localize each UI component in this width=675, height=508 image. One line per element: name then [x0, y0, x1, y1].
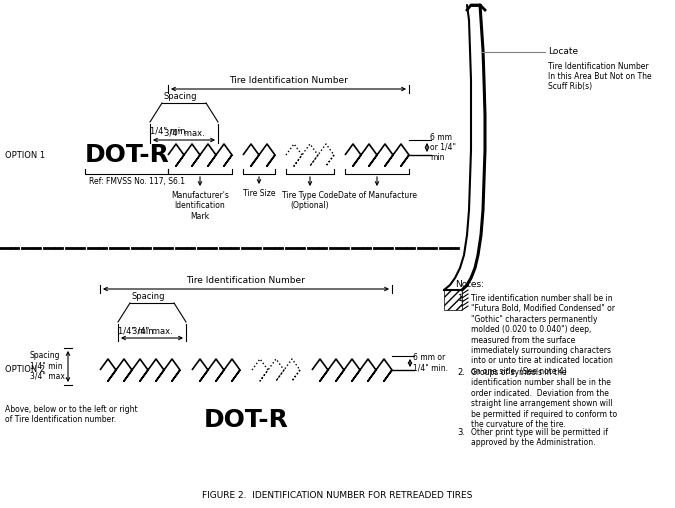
Text: In this Area But Not on The: In this Area But Not on The: [548, 72, 651, 81]
Text: Tire Identification Number: Tire Identification Number: [548, 62, 649, 71]
Text: 1.: 1.: [457, 294, 465, 303]
Text: Scuff Rib(s): Scuff Rib(s): [548, 82, 592, 91]
Text: DOT-R: DOT-R: [85, 143, 170, 167]
Text: FIGURE 2.  IDENTIFICATION NUMBER FOR RETREADED TIRES: FIGURE 2. IDENTIFICATION NUMBER FOR RETR…: [202, 491, 472, 499]
Text: Tire Identification Number: Tire Identification Number: [186, 276, 305, 285]
Text: 1/4" min.: 1/4" min.: [118, 327, 156, 336]
Text: 3.: 3.: [457, 428, 465, 437]
Text: Other print type will be permitted if
approved by the Administration.: Other print type will be permitted if ap…: [471, 428, 608, 448]
Text: Spacing: Spacing: [132, 292, 165, 301]
Text: Spacing: Spacing: [164, 92, 198, 101]
Text: DOT-R: DOT-R: [204, 408, 288, 432]
Text: Ref: FMVSS No. 117, S6.1: Ref: FMVSS No. 117, S6.1: [89, 177, 185, 186]
Text: Above, below or to the left or right: Above, below or to the left or right: [5, 405, 138, 414]
Text: OPTION 1: OPTION 1: [5, 150, 45, 160]
Text: Tire Type Code
(Optional): Tire Type Code (Optional): [282, 191, 338, 210]
Text: OPTION 2: OPTION 2: [5, 365, 45, 374]
Text: 3/4" max.: 3/4" max.: [163, 129, 205, 138]
Text: 6 mm or
1/4" min.: 6 mm or 1/4" min.: [413, 353, 448, 373]
Text: Date of Manufacture: Date of Manufacture: [338, 191, 416, 200]
Text: 3/4" max.: 3/4" max.: [132, 327, 172, 336]
Text: 1/4" min: 1/4" min: [30, 362, 63, 370]
Text: Manufacturer's
Identification
Mark: Manufacturer's Identification Mark: [171, 191, 229, 221]
Text: Tire Size: Tire Size: [243, 189, 275, 198]
Text: Spacing: Spacing: [30, 352, 61, 361]
Text: 2.: 2.: [457, 368, 465, 377]
Text: of Tire Identification number.: of Tire Identification number.: [5, 415, 116, 424]
Text: 3/4" max.: 3/4" max.: [30, 371, 68, 380]
Text: Tire identification number shall be in
"Futura Bold, Modified Condensed" or
"Got: Tire identification number shall be in "…: [471, 294, 615, 376]
Text: Tire Identification Number: Tire Identification Number: [229, 76, 348, 85]
Text: Notes:: Notes:: [455, 280, 484, 289]
Text: Groups of symbols in the
identification number shall be in the
order indicated. : Groups of symbols in the identification …: [471, 368, 617, 429]
Text: Locate: Locate: [548, 48, 578, 56]
Text: 6 mm
or 1/4"
min: 6 mm or 1/4" min: [430, 133, 456, 163]
Text: 1/4" min.: 1/4" min.: [150, 127, 188, 136]
